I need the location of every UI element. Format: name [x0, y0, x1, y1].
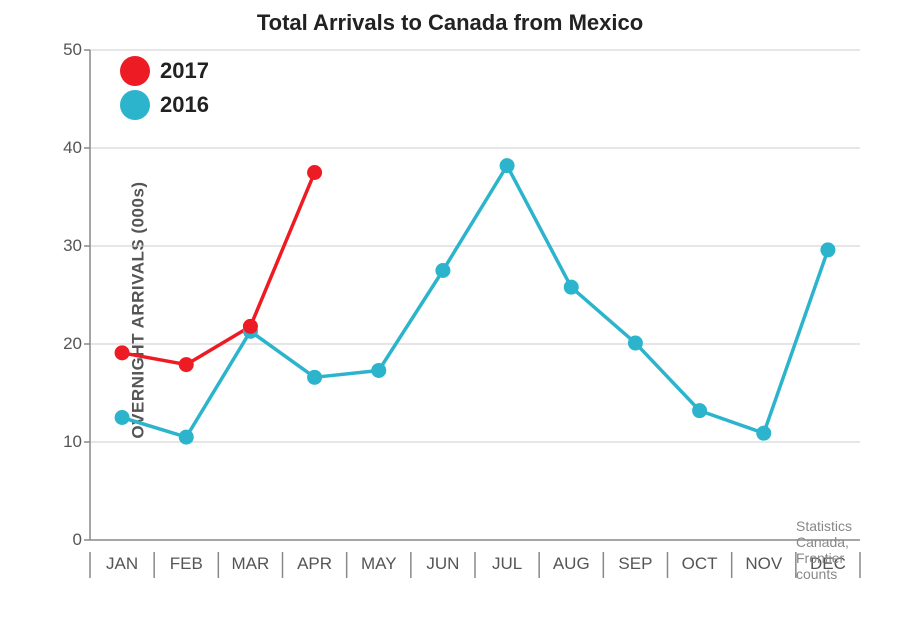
legend-item: 2016	[120, 90, 209, 120]
x-tick-label: JUN	[426, 554, 459, 574]
y-tick-label: 50	[63, 40, 82, 60]
chart-container: Total Arrivals to Canada from Mexico OVE…	[0, 0, 900, 620]
x-tick-label: APR	[297, 554, 332, 574]
series-marker-2016	[756, 426, 771, 441]
y-tick-label: 10	[63, 432, 82, 452]
series-marker-2016	[820, 242, 835, 257]
x-tick-label: JAN	[106, 554, 138, 574]
x-tick-label: MAR	[232, 554, 270, 574]
chart-title: Total Arrivals to Canada from Mexico	[0, 10, 900, 36]
series-marker-2016	[564, 280, 579, 295]
series-marker-2017	[307, 165, 322, 180]
series-marker-2016	[500, 158, 515, 173]
legend-label: 2016	[160, 92, 209, 118]
y-tick-label: 0	[73, 530, 82, 550]
source-attribution: Statistics Canada, Frontier counts	[796, 518, 852, 582]
x-tick-label: SEP	[618, 554, 652, 574]
series-marker-2016	[435, 263, 450, 278]
x-tick-label: MAY	[361, 554, 397, 574]
legend-item: 2017	[120, 56, 209, 86]
series-marker-2017	[179, 357, 194, 372]
series-marker-2016	[179, 430, 194, 445]
series-marker-2016	[692, 403, 707, 418]
x-tick-label: AUG	[553, 554, 590, 574]
x-tick-label: NOV	[745, 554, 782, 574]
y-tick-label: 40	[63, 138, 82, 158]
series-marker-2017	[115, 345, 130, 360]
series-marker-2016	[628, 336, 643, 351]
legend-swatch-icon	[120, 56, 150, 86]
legend-label: 2017	[160, 58, 209, 84]
x-tick-label: FEB	[170, 554, 203, 574]
series-marker-2016	[115, 410, 130, 425]
x-tick-label: JUL	[492, 554, 522, 574]
series-line-2016	[122, 166, 828, 437]
series-marker-2017	[243, 319, 258, 334]
legend-swatch-icon	[120, 90, 150, 120]
series-marker-2016	[371, 363, 386, 378]
x-tick-label: OCT	[682, 554, 718, 574]
series-line-2017	[122, 173, 314, 365]
series-marker-2016	[307, 370, 322, 385]
legend: 2017 2016	[120, 56, 209, 124]
y-tick-label: 30	[63, 236, 82, 256]
y-tick-label: 20	[63, 334, 82, 354]
